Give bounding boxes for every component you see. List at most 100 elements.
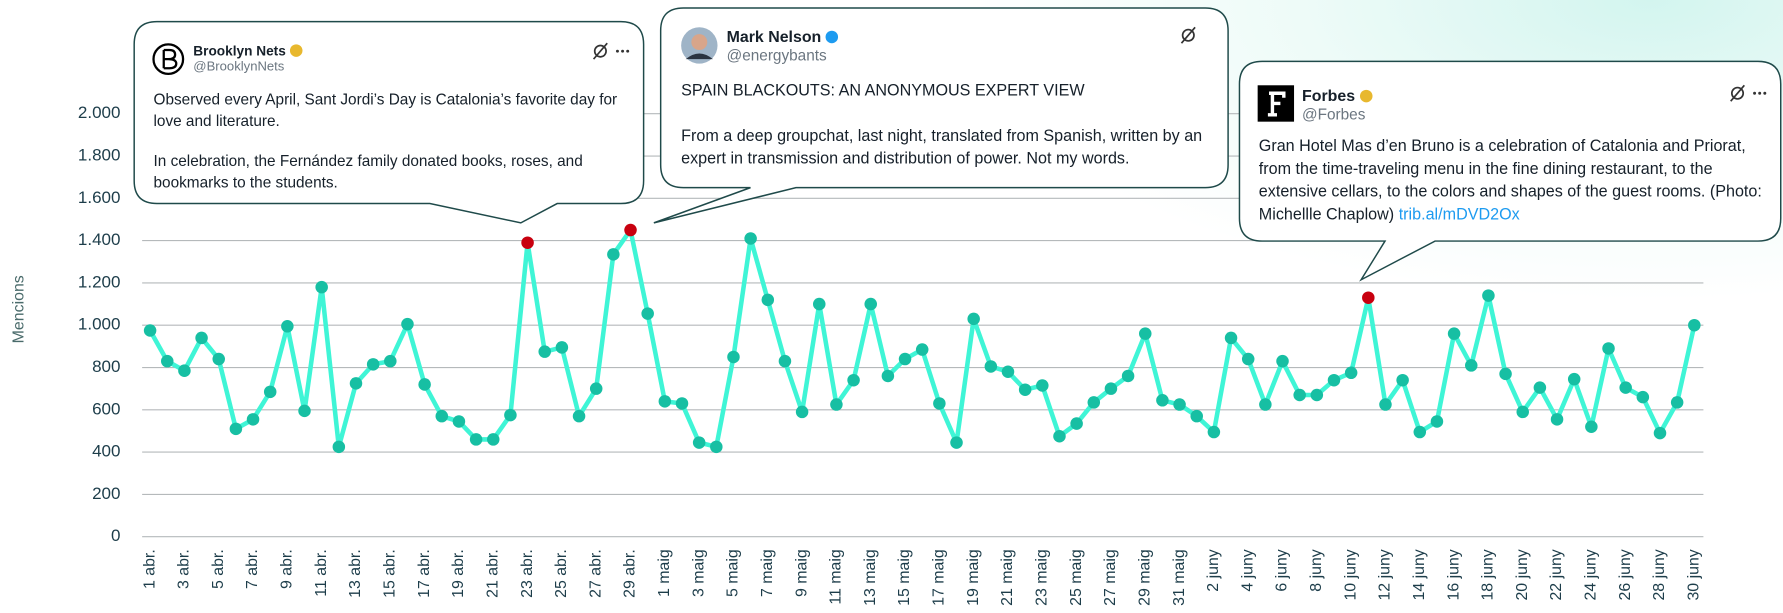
data-point	[744, 232, 757, 245]
y-tick-label: 2.000	[78, 103, 121, 122]
data-point	[1207, 425, 1221, 439]
x-tick-label: 5 abr.	[210, 549, 227, 589]
x-tick-label: 13 maig	[862, 549, 879, 606]
x-tick-label: 25 abr.	[553, 549, 570, 598]
data-point	[1670, 396, 1684, 409]
data-point	[1104, 382, 1118, 395]
x-tick-label: 3 maig	[690, 549, 707, 597]
x-tick-label: 5 maig	[725, 549, 742, 597]
data-point	[401, 317, 414, 331]
x-tick-label: 4 juny	[1239, 549, 1256, 591]
data-point	[1499, 367, 1512, 381]
x-tick-label: 9 abr.	[279, 549, 296, 589]
data-point	[813, 297, 826, 311]
data-point	[1053, 430, 1066, 443]
x-tick-label: 30 juny	[1686, 549, 1703, 600]
data-point	[950, 436, 963, 449]
data-point	[1121, 369, 1135, 383]
y-tick-label: 1.400	[78, 230, 121, 249]
verified-badge	[290, 44, 303, 57]
more-icon	[621, 49, 625, 53]
data-point	[1585, 420, 1598, 433]
data-point	[229, 422, 243, 436]
data-point	[435, 409, 449, 423]
highlight-point	[521, 236, 534, 249]
data-point	[1567, 372, 1581, 386]
tweet-text: SPAIN BLACKOUTS: AN ANONYMOUS EXPERT VIE…	[681, 80, 1210, 189]
data-point	[898, 352, 912, 366]
y-tick-label: 1.600	[78, 188, 121, 207]
data-point	[332, 440, 346, 454]
data-point	[1482, 289, 1495, 302]
more-icon	[1758, 91, 1762, 95]
data-point	[555, 341, 569, 354]
x-tick-label: 17 abr.	[416, 549, 433, 598]
data-point	[1224, 331, 1238, 345]
grok-icon	[1181, 28, 1195, 42]
author-name: Brooklyn Nets	[193, 43, 303, 59]
x-tick-label: 12 juny	[1377, 549, 1394, 600]
data-point	[1465, 359, 1478, 372]
data-point	[1653, 426, 1667, 440]
data-point	[538, 345, 551, 358]
author-name: Mark Nelson	[727, 27, 839, 45]
data-point	[1173, 398, 1186, 411]
author-handle: @energybants	[726, 46, 827, 64]
grok-icon	[593, 44, 607, 58]
data-point	[1070, 417, 1083, 430]
data-point	[1293, 388, 1306, 402]
y-tick-label: 600	[92, 399, 120, 418]
data-point	[847, 373, 860, 387]
data-point	[195, 331, 208, 345]
data-point	[366, 358, 380, 371]
x-tick-label: 29 maig	[1136, 549, 1153, 606]
data-point	[1156, 394, 1169, 407]
data-point	[1413, 425, 1427, 439]
data-point	[281, 320, 294, 333]
data-point	[1241, 352, 1255, 366]
data-point	[161, 354, 174, 368]
y-tick-label: 1.000	[78, 315, 121, 334]
y-tick-label: 0	[111, 526, 120, 545]
x-tick-label: 8 juny	[1308, 549, 1325, 591]
highlight-point	[1362, 291, 1375, 304]
verified-badge	[1359, 89, 1373, 103]
x-tick-label: 2 juny	[1205, 549, 1222, 591]
x-tick-label: 25 maig	[1068, 549, 1085, 606]
x-tick-label: 26 juny	[1617, 549, 1634, 600]
data-point	[967, 312, 980, 326]
data-point	[710, 440, 723, 454]
data-point	[1533, 381, 1547, 394]
x-tick-label: 9 maig	[793, 549, 810, 597]
data-point	[795, 405, 809, 419]
data-point	[1550, 413, 1564, 426]
x-tick-label: 13 abr.	[347, 549, 364, 598]
x-tick-label: 24 juny	[1583, 549, 1600, 600]
more-icon	[1753, 91, 1757, 95]
data-point	[1087, 396, 1101, 409]
data-point	[933, 397, 946, 410]
data-point	[1001, 365, 1015, 379]
tweet-bubble	[653, 7, 1229, 224]
author-name: Forbes	[1302, 86, 1373, 105]
data-point	[246, 413, 260, 426]
avatar-logo	[162, 48, 178, 70]
x-tick-label: 11 abr.	[313, 549, 330, 596]
verified-badge	[825, 30, 839, 44]
tweet-text: Gran Hotel Mas d’en Bruno is a celebrati…	[1259, 135, 1768, 244]
data-point	[384, 354, 397, 368]
data-point	[143, 324, 157, 337]
data-point	[1619, 381, 1632, 394]
grok-icon-slash	[1730, 84, 1745, 102]
x-tick-label: 31 maig	[1171, 549, 1188, 606]
tweet-link[interactable]: trib.al/mDVD2Ox	[1398, 205, 1520, 225]
data-point	[1036, 379, 1049, 392]
tweet-paragraph: Gran Hotel Mas d’en Bruno is a celebrati…	[1258, 137, 1762, 225]
data-point	[1276, 354, 1289, 368]
x-tick-label: 3 abr.	[176, 549, 193, 589]
data-point	[452, 415, 466, 428]
data-point	[349, 377, 363, 390]
data-point	[1327, 373, 1341, 387]
x-tick-label: 7 maig	[759, 549, 776, 597]
data-point	[1190, 409, 1203, 423]
